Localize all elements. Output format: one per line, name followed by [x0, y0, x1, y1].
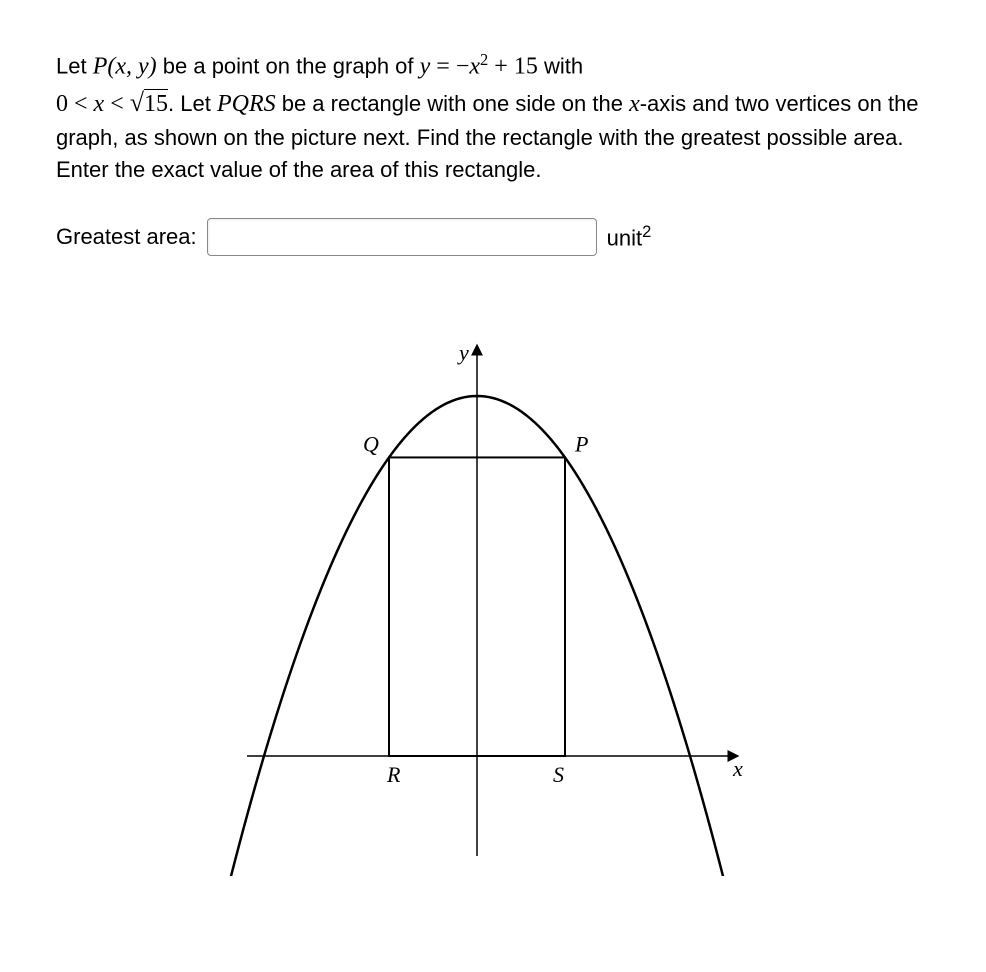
unit-exp: 2 — [642, 223, 651, 241]
text-intro-prefix: Let — [56, 53, 93, 78]
problem-statement: Let P(x, y) be a point on the graph of y… — [56, 48, 938, 186]
x-axis-x: x — [629, 91, 640, 117]
unit-label: unit2 — [607, 223, 652, 251]
eq-x: x — [469, 53, 480, 79]
math-pxy: P(x, y) — [93, 53, 157, 79]
eq-lhs: y — [420, 53, 431, 79]
label-q: Q — [363, 431, 379, 456]
eq-neg: − — [456, 53, 470, 79]
answer-row: Greatest area: unit2 — [56, 218, 938, 256]
parabola-figure: y x Q P R S — [217, 316, 777, 876]
label-s: S — [553, 762, 564, 787]
cond-x: x — [94, 91, 105, 117]
text-rest-1: be a rectangle with one side on the — [276, 91, 629, 116]
text-intro-with: with — [538, 53, 583, 78]
figure-container: y x Q P R S — [56, 316, 938, 876]
text-intro-mid: be a point on the graph of — [157, 53, 420, 78]
eq-plus: + 15 — [488, 53, 538, 79]
greatest-area-input[interactable] — [207, 218, 597, 256]
cond-prefix: 0 < — [56, 91, 94, 117]
y-axis-label: y — [457, 340, 469, 365]
cond-sqrt-inner: 15 — [144, 89, 168, 117]
answer-label: Greatest area: — [56, 224, 197, 250]
label-p: P — [574, 431, 588, 456]
math-pqrs: PQRS — [217, 91, 276, 117]
cond-sqrt: √15 — [130, 84, 168, 122]
label-r: R — [386, 762, 401, 787]
x-axis-label: x — [732, 756, 743, 781]
eq-eq: = — [430, 53, 456, 79]
unit-base: unit — [607, 225, 642, 250]
cond-period: . Let — [168, 91, 217, 116]
cond-lt: < — [104, 91, 130, 117]
